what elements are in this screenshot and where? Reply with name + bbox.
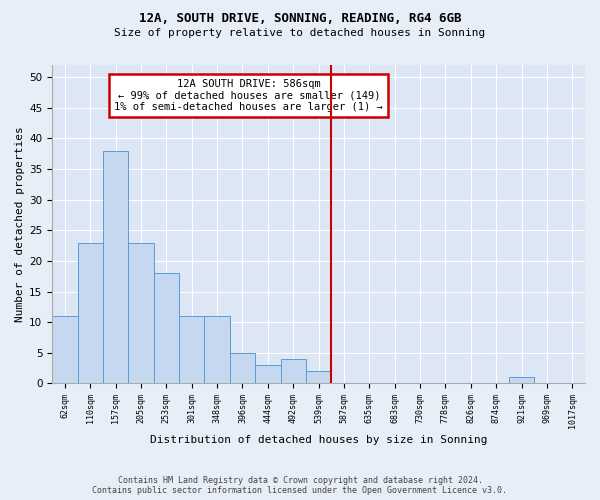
X-axis label: Distribution of detached houses by size in Sonning: Distribution of detached houses by size … [150, 435, 487, 445]
Bar [77, 242, 103, 384]
Bar [306, 371, 331, 384]
Bar [255, 365, 281, 384]
Bar [52, 316, 77, 384]
Bar [230, 352, 255, 384]
Text: Contains HM Land Registry data © Crown copyright and database right 2024.
Contai: Contains HM Land Registry data © Crown c… [92, 476, 508, 495]
Bar [509, 377, 534, 384]
Bar [205, 316, 230, 384]
Bar [154, 273, 179, 384]
Text: 12A SOUTH DRIVE: 586sqm
← 99% of detached houses are smaller (149)
1% of semi-de: 12A SOUTH DRIVE: 586sqm ← 99% of detache… [115, 79, 383, 112]
Text: Size of property relative to detached houses in Sonning: Size of property relative to detached ho… [115, 28, 485, 38]
Text: 12A, SOUTH DRIVE, SONNING, READING, RG4 6GB: 12A, SOUTH DRIVE, SONNING, READING, RG4 … [139, 12, 461, 26]
Y-axis label: Number of detached properties: Number of detached properties [15, 126, 25, 322]
Bar [281, 359, 306, 384]
Bar [103, 150, 128, 384]
Bar [128, 242, 154, 384]
Bar [179, 316, 205, 384]
